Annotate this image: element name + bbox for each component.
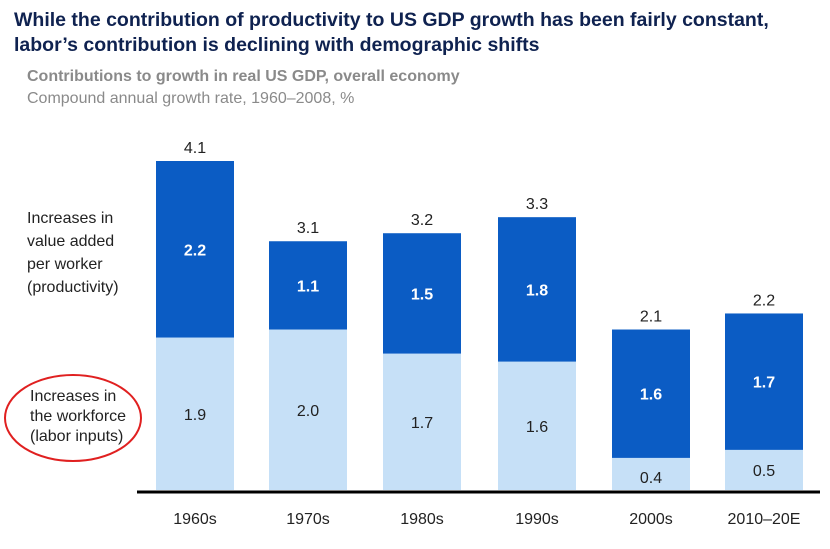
bar-labor-3 [498, 361, 576, 490]
chart-title: While the contribution of productivity t… [14, 9, 769, 56]
series-legend: Increases in value added per worker (produc… [4, 210, 142, 462]
bar-labor-1 [269, 329, 347, 490]
x-tick-label-4: 2000s [629, 511, 673, 528]
x-tick-label-3: 1990s [515, 511, 559, 528]
data-label-labor-4: 0.4 [640, 470, 662, 487]
data-label-productivity-1: 1.1 [297, 278, 319, 295]
bar-productivity-4 [612, 329, 690, 458]
x-tick-label-2: 1980s [400, 511, 444, 528]
total-label-1: 3.1 [297, 220, 319, 237]
series-label-productivity: Increases in value added per worker (produc… [27, 210, 119, 296]
bar-productivity-0 [156, 161, 234, 338]
bar-productivity-1 [269, 241, 347, 330]
chart-unit-note: Compound annual growth rate, 1960–2008, … [27, 90, 355, 107]
bar-labor-2 [383, 353, 461, 490]
bar-labor-4 [612, 457, 690, 490]
total-label-4: 2.1 [640, 309, 662, 326]
bar-productivity-2 [383, 233, 461, 354]
total-label-0: 4.1 [184, 140, 206, 157]
data-label-productivity-2: 1.5 [411, 286, 433, 303]
highlight-circle [4, 374, 142, 462]
x-tick-label-1: 1970s [286, 511, 330, 528]
total-label-3: 3.3 [526, 196, 548, 213]
bar-productivity-5 [725, 313, 803, 450]
data-label-labor-5: 0.5 [753, 463, 775, 480]
data-label-productivity-5: 1.7 [753, 375, 775, 392]
x-tick-label-0: 1960s [173, 511, 217, 528]
data-label-labor-1: 2.0 [297, 403, 319, 420]
bar-productivity-3 [498, 217, 576, 362]
data-label-labor-2: 1.7 [411, 415, 433, 432]
data-label-productivity-4: 1.6 [640, 387, 662, 404]
data-label-productivity-0: 2.2 [184, 242, 206, 259]
total-label-2: 3.2 [411, 212, 433, 229]
bar-labor-0 [156, 337, 234, 490]
data-label-labor-3: 1.6 [526, 419, 548, 436]
x-tick-label-5: 2010–20E [728, 511, 801, 528]
data-label-labor-0: 1.9 [184, 407, 206, 424]
data-label-productivity-3: 1.8 [526, 282, 548, 299]
bars: 1.9 2.2 4.1 2.0 1.1 3.1 1.7 1.5 3.2 1.6 1.8 3.3 0.4 1… [156, 140, 803, 490]
series-label-labor: Increases in the workforce (labor inputs) [30, 388, 126, 445]
bar-labor-5 [725, 449, 803, 490]
total-label-5: 2.2 [753, 292, 775, 309]
chart-subtitle: Contributions to growth in real US GDP, … [27, 68, 460, 85]
x-tick-labels: 1960s 1970s 1980s 1990s 2000s 2010–20E [173, 511, 800, 528]
